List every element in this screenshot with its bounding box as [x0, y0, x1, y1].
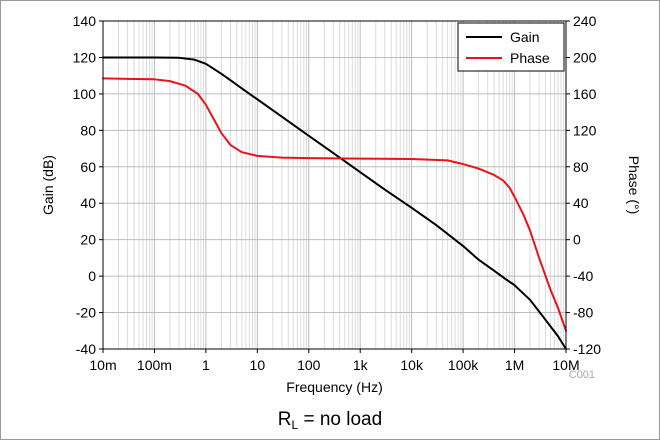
plot-area — [103, 21, 566, 349]
x-axis-label: Frequency (Hz) — [286, 379, 382, 395]
y-tick-label: 80 — [80, 122, 96, 138]
y-tick-label: 120 — [73, 49, 97, 65]
watermark-label: C001 — [569, 369, 595, 381]
y2-tick-label: 40 — [573, 195, 589, 211]
x-tick-label: 1M — [505, 357, 524, 373]
y2-tick-label: -120 — [573, 341, 601, 357]
y-tick-label: 20 — [80, 232, 96, 248]
bode-chart: 10m 100m 1 10 100 1k 10k 100k 1M 10M -40 -20 0 20 40 60… — [40, 13, 642, 395]
x-tick-label: 1 — [202, 357, 210, 373]
y-tick-label: 0 — [88, 268, 96, 284]
y2-tick-label: 0 — [573, 232, 581, 248]
load-label-subscript: L — [291, 418, 299, 432]
legend-label-gain: Gain — [510, 29, 540, 45]
x-tick-label: 100m — [137, 357, 172, 373]
y-tick-label: 100 — [73, 86, 97, 102]
x-tick-label: 100 — [297, 357, 321, 373]
y-tick-label: -20 — [76, 305, 96, 321]
legend-label-phase: Phase — [510, 50, 550, 66]
x-tick-label: 10 — [250, 357, 266, 373]
y2-axis-label: Phase (°) — [626, 156, 642, 215]
legend-box — [457, 22, 565, 72]
load-label-rest: = no load — [298, 409, 383, 430]
y2-tick-label: 240 — [573, 13, 597, 29]
x-tick-label: 10k — [400, 357, 424, 373]
y-tick-label: 60 — [80, 159, 96, 175]
y2-tick-label: 80 — [573, 159, 589, 175]
plot-border — [102, 20, 567, 350]
y2-tick-label: -40 — [573, 268, 593, 284]
series-line-gain — [102, 56, 567, 350]
y-tick-label: -40 — [76, 341, 96, 357]
y-tick-label: 40 — [80, 195, 96, 211]
y-axis-label: Gain (dB) — [40, 155, 56, 215]
x-tick-label: 100k — [448, 357, 479, 373]
series-line-phase — [102, 77, 567, 332]
y2-tick-label: -80 — [573, 305, 593, 321]
load-label-main: R — [277, 409, 292, 430]
y2-tick-label: 200 — [573, 49, 597, 65]
x-tick-label: 10m — [89, 357, 116, 373]
x-tick-label: 1k — [353, 357, 369, 373]
y2-tick-label: 120 — [573, 122, 597, 138]
y-tick-label: 140 — [73, 13, 97, 29]
x-tick-label: 10M — [552, 357, 579, 373]
load-condition-label: RL = no load — [0, 409, 660, 432]
y2-tick-label: 160 — [573, 86, 597, 102]
